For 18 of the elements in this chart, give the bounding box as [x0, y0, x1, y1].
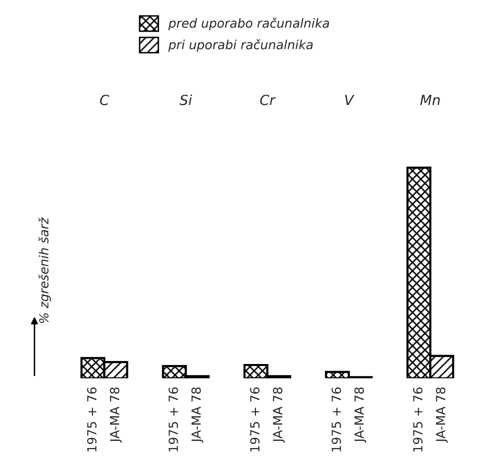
legend-label: pred uporabo računalnika — [168, 18, 330, 30]
text: JA-MA 78 — [272, 387, 285, 443]
x-tick-label: V — [345, 94, 354, 106]
x-tick-label: Si — [180, 94, 192, 106]
text: 1975 + 76 — [332, 387, 342, 452]
text: JA-MA 78 — [191, 387, 204, 443]
legend-label: pri uporabi računalnika — [168, 39, 313, 52]
text: 1975 + 76 — [168, 387, 178, 452]
x-tick-label: Cr — [260, 94, 276, 106]
y-axis-title: % zgrešenih šarž — [38, 217, 51, 323]
text: JA-MA 78 — [354, 387, 366, 443]
text: 1975 + 76 — [87, 387, 97, 452]
text: 1975 + 76 — [250, 387, 260, 452]
text: 1975 + 76 — [413, 387, 423, 452]
text: JA-MA 78 — [436, 387, 448, 443]
x-tick-label: C — [100, 94, 110, 106]
text: JA-MA 78 — [110, 387, 122, 443]
x-tick-label: Mn — [420, 94, 440, 106]
